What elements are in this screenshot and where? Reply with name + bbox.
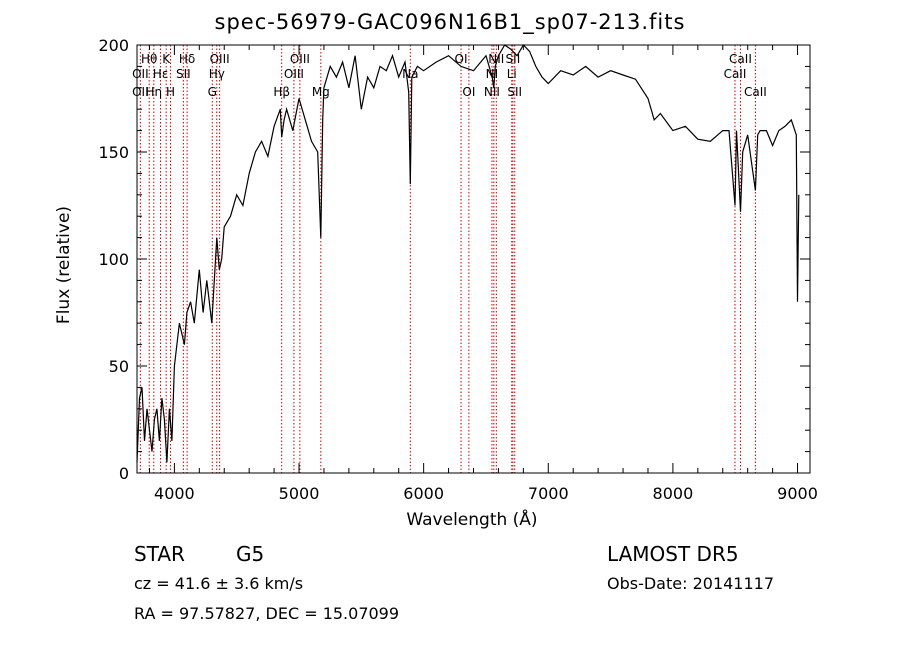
line-id-label: Na xyxy=(402,67,418,81)
observation-date: Obs-Date: 20141117 xyxy=(607,574,775,593)
y-tick-label: 150 xyxy=(98,143,129,162)
line-id-label: SII xyxy=(507,85,522,99)
line-id-label: H xyxy=(166,85,175,99)
line-id-label: K xyxy=(162,52,171,66)
redshift-cz: cz = 41.6 ± 3.6 km/s xyxy=(134,574,304,593)
line-id-label: NII xyxy=(484,85,500,99)
emission-line-markers xyxy=(139,45,756,473)
x-tick-label: 8000 xyxy=(653,484,694,503)
x-tick-label: 4000 xyxy=(154,484,195,503)
line-id-label: Hθ xyxy=(141,52,157,66)
line-id-label: Hδ xyxy=(179,52,195,66)
x-tick-label: 7000 xyxy=(528,484,569,503)
x-axis-label: Wavelength (Å) xyxy=(406,510,538,530)
y-tick-label: 100 xyxy=(98,250,129,269)
line-id-label: CaII xyxy=(724,67,747,81)
line-id-label: Hβ xyxy=(273,85,290,99)
y-tick-label: 0 xyxy=(119,464,129,483)
line-id-label: Hε xyxy=(153,67,169,81)
line-id-label: G xyxy=(208,85,217,99)
object-class: STAR xyxy=(134,542,185,566)
y-tick-label: 50 xyxy=(109,357,129,376)
plot-axes xyxy=(136,44,811,474)
line-id-label: NI xyxy=(486,67,499,81)
line-id-label: CaII xyxy=(729,52,752,66)
line-id-label: NII xyxy=(488,52,504,66)
line-id-label: CaII xyxy=(744,85,767,99)
coordinates: RA = 97.57827, DEC = 15.07099 xyxy=(134,604,400,623)
spectrum-line xyxy=(136,44,800,463)
line-id-label: OI xyxy=(462,85,475,99)
line-id-label: OII xyxy=(132,67,149,81)
object-subclass: G5 xyxy=(236,542,265,566)
line-id-label: Hγ xyxy=(209,67,225,81)
x-tick-label: 5000 xyxy=(279,484,320,503)
line-id-label: SII xyxy=(176,67,191,81)
x-tick-label: 9000 xyxy=(777,484,818,503)
survey-name: LAMOST DR5 xyxy=(607,542,739,566)
line-id-label: OIII xyxy=(290,52,310,66)
x-tick-label: 6000 xyxy=(403,484,444,503)
plot-frame xyxy=(136,44,811,474)
line-id-label: SII xyxy=(506,52,521,66)
chart-title: spec-56979-GAC096N16B1_sp07-213.fits xyxy=(214,10,686,34)
line-id-label: OII xyxy=(132,85,149,99)
line-id-label: OIII xyxy=(284,67,304,81)
y-axis-label: Flux (relative) xyxy=(54,205,74,325)
line-id-label: Hη xyxy=(146,85,163,99)
spectrum-series xyxy=(136,44,800,463)
tick-labels: 4000 5000 6000 7000 8000 9000 0 50 100 150 200 xyxy=(98,36,817,503)
y-tick-label: 200 xyxy=(98,36,129,55)
line-id-label: Mg xyxy=(312,85,330,99)
line-id-label: OIII xyxy=(210,52,230,66)
line-id-label: OI xyxy=(455,52,468,66)
line-id-label: Li xyxy=(507,67,517,81)
